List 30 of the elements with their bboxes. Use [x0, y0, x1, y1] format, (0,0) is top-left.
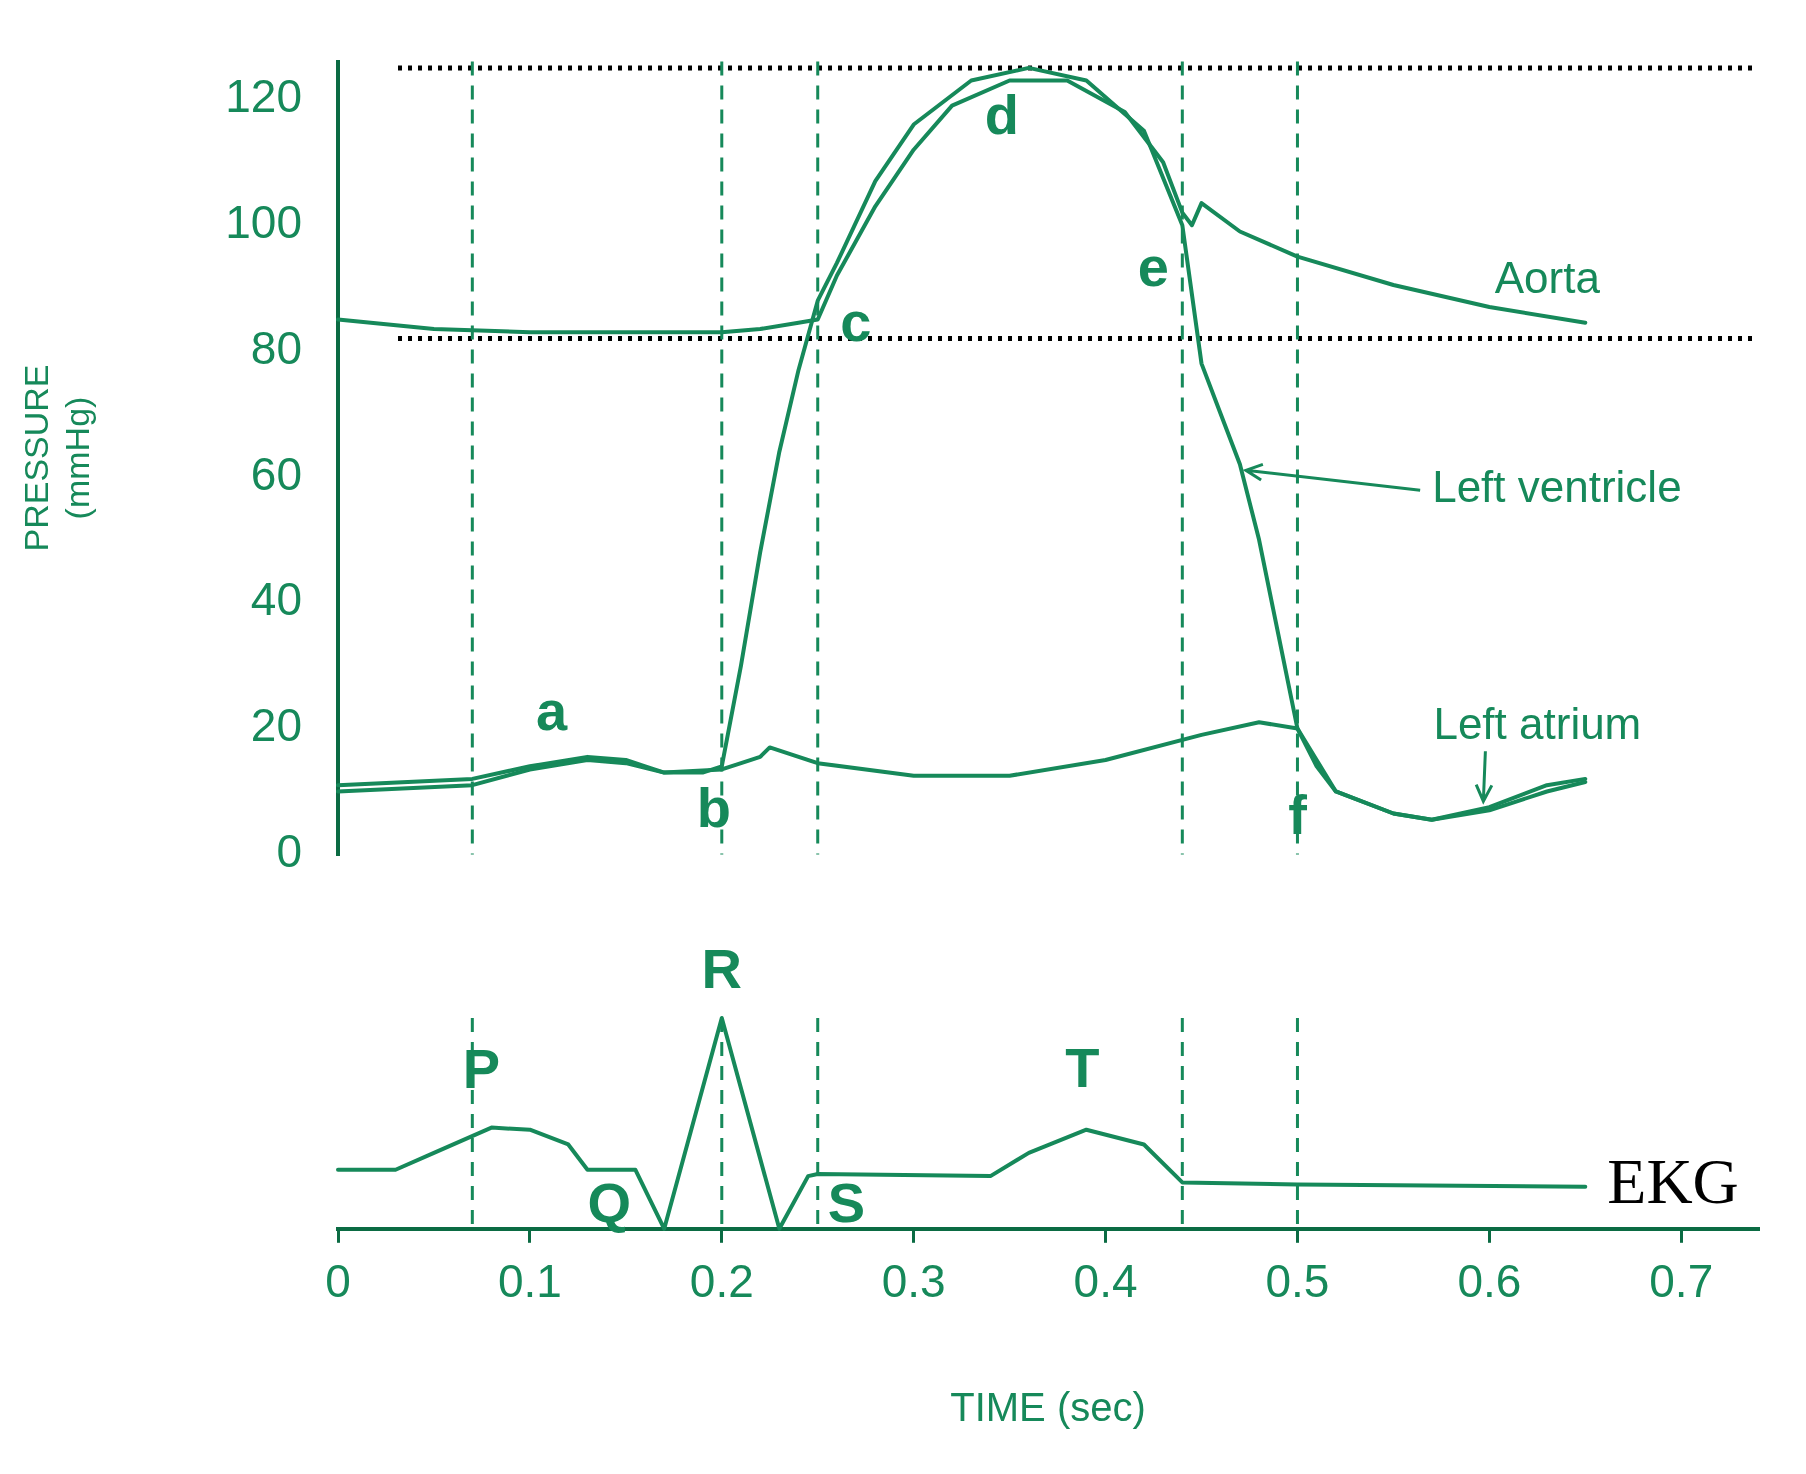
annotation: T — [1065, 1036, 1100, 1100]
annotation: S — [827, 1171, 866, 1235]
y-tick-label: 80 — [250, 321, 302, 374]
y-tick-label: 100 — [225, 195, 302, 248]
y-axis-title: PRESSURE (mmHg) — [16, 364, 96, 552]
annotation: d — [984, 83, 1019, 147]
x-tick-label: 0.6 — [1457, 1255, 1522, 1308]
annotation: a — [535, 679, 568, 743]
annotation: R — [701, 937, 743, 1001]
annotation: b — [696, 775, 731, 839]
x-tick-label: 0 — [325, 1255, 351, 1308]
x-tick-label: 0.2 — [689, 1255, 754, 1308]
x-tick-label: 0.3 — [881, 1255, 946, 1308]
y-tick-label: 120 — [225, 70, 302, 123]
x-tick-label: 0.4 — [1073, 1255, 1138, 1308]
x-tick-label: 0.7 — [1649, 1255, 1714, 1308]
x-axis-title: TIME (sec) — [950, 1385, 1146, 1430]
annotation: c — [840, 290, 872, 354]
annotation: Q — [587, 1171, 631, 1235]
y-tick-label: 60 — [250, 447, 302, 500]
annotation: Left atrium — [1433, 699, 1642, 749]
series-label: EKG — [1607, 1146, 1739, 1218]
annotation: e — [1137, 234, 1169, 298]
y-tick-label: 40 — [250, 573, 302, 626]
x-tick-label: 0.1 — [497, 1255, 562, 1308]
y-tick-label: 20 — [250, 699, 302, 752]
x-tick-label: 0.5 — [1265, 1255, 1330, 1308]
annotation: Left ventricle — [1432, 462, 1682, 512]
annotation: Aorta — [1494, 253, 1601, 303]
y-tick-label: 0 — [276, 825, 302, 878]
